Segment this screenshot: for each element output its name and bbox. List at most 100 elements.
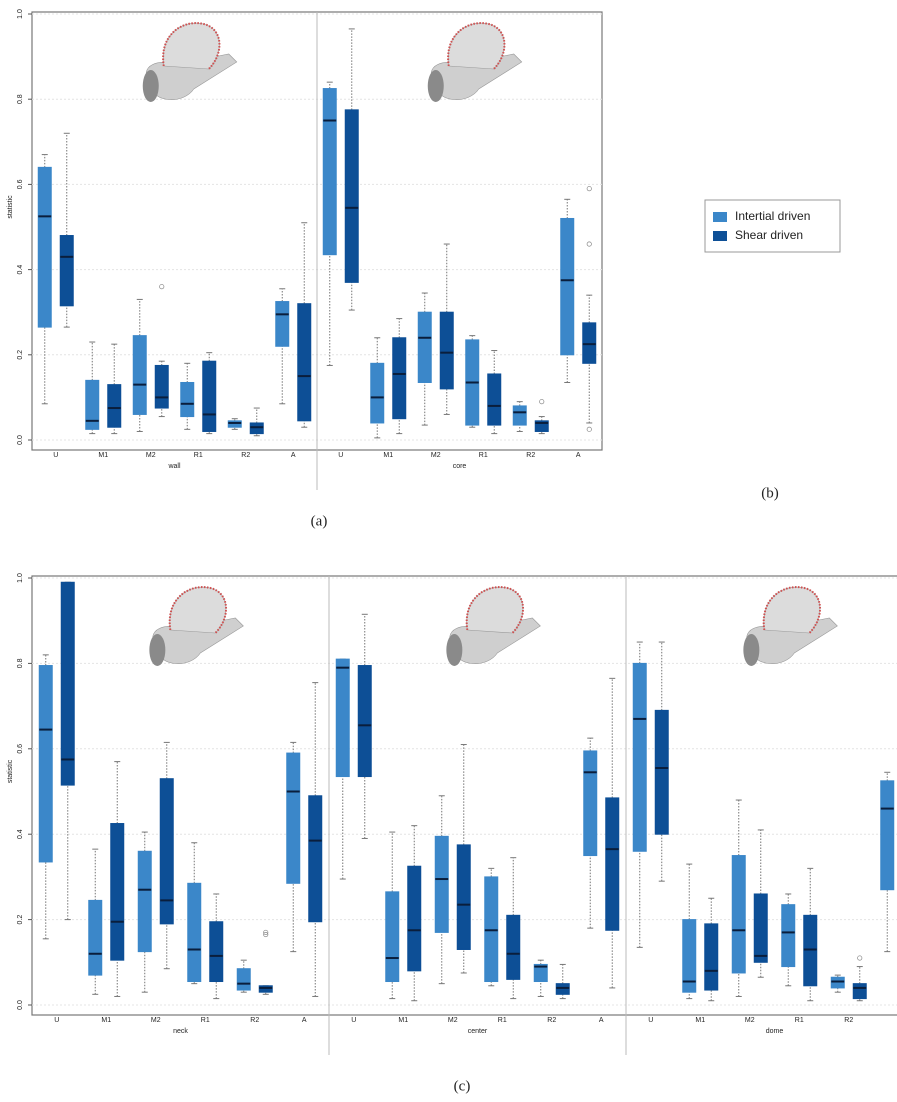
box [507,915,520,979]
vessel-end [149,634,165,666]
box [287,753,300,883]
box [38,167,51,327]
x-tick-label: M1 [101,1017,111,1024]
outlier [587,242,591,246]
x-tick-label: R1 [498,1017,507,1024]
box [782,905,795,967]
x-tick-label: M1 [383,452,393,459]
facet-label: neck [173,1028,188,1035]
box [418,312,431,382]
x-tick-label: R2 [526,452,535,459]
box [61,582,74,785]
caption: (a) [311,513,328,529]
box [393,338,406,419]
y-axis-label: statistic [7,195,14,219]
x-tick-label: R2 [250,1017,259,1024]
box [358,666,371,777]
x-tick-label: M1 [98,452,108,459]
x-tick-label: R1 [201,1017,210,1024]
box [60,236,73,306]
dome [170,587,226,633]
legend-box [705,200,840,252]
y-tick-label: 0.8 [17,658,24,668]
x-tick-label: A [291,452,296,459]
box [108,385,121,428]
y-tick-label: 0.6 [17,744,24,754]
box [188,883,201,981]
outlier [160,284,164,288]
aneurysm-illustration [149,587,243,666]
y-tick-label: 0.2 [17,915,24,925]
box [181,382,194,416]
vessel-end [446,634,462,666]
figure: 0.0 0.2 0.4 0.6 0.8 1.0 statistic wall U M1 M2 R1 R2… [0,0,897,1102]
dome [163,23,219,69]
y-tick-label: 0.0 [17,435,24,445]
box [86,380,99,429]
box [583,323,596,363]
box [323,89,336,255]
box [336,659,349,776]
y-tick-label: 0.2 [17,350,24,360]
outlier [540,399,544,403]
box [732,856,745,973]
x-tick-label: R1 [479,452,488,459]
y-axis-label: statistic [7,759,14,783]
dome [448,23,504,69]
box [250,423,263,434]
box [228,421,241,427]
y-tick-label: 0.4 [17,265,24,275]
box [633,663,646,851]
aneurysm-illustration [143,23,237,102]
y-tick-label: 0.4 [17,829,24,839]
box [345,110,358,283]
facet-label: core [453,463,467,470]
box [210,922,223,982]
box [386,892,399,982]
box [561,218,574,354]
box [485,877,498,982]
box [831,977,844,988]
aneurysm-illustration [428,23,522,102]
x-tick-label: A [302,1017,307,1024]
x-tick-label: R2 [241,452,250,459]
box [457,845,470,950]
x-tick-label: R1 [194,452,203,459]
x-tick-label: U [338,452,343,459]
x-tick-label: R2 [844,1017,853,1024]
x-tick-label: M1 [398,1017,408,1024]
box [408,866,421,971]
dome [467,587,523,633]
box [89,900,102,975]
vessel-end [428,70,444,102]
y-tick-label: 1.0 [17,573,24,583]
aneurysm-illustration [446,587,540,666]
outlier [587,427,591,431]
box [488,374,501,425]
x-tick-label: M2 [431,452,441,459]
dome [764,587,820,633]
y-tick-label: 0.6 [17,179,24,189]
box [371,363,384,423]
x-tick-label: U [54,1017,59,1024]
box [298,304,311,421]
x-tick-label: A [576,452,581,459]
x-tick-label: M2 [151,1017,161,1024]
box [138,851,151,951]
box [39,666,52,862]
vessel-end [743,634,759,666]
x-tick-label: U [53,452,58,459]
outlier [587,186,591,190]
box [259,986,272,992]
facet-label: wall [167,463,181,470]
y-tick-label: 1.0 [17,9,24,19]
x-tick-label: U [648,1017,653,1024]
x-tick-label: R1 [795,1017,804,1024]
legend-swatch [713,231,727,241]
box [160,779,173,924]
x-tick-label: U [351,1017,356,1024]
box [556,984,569,995]
facet-label: center [468,1028,488,1035]
y-tick-label: 0.8 [17,94,24,104]
box [853,984,866,999]
